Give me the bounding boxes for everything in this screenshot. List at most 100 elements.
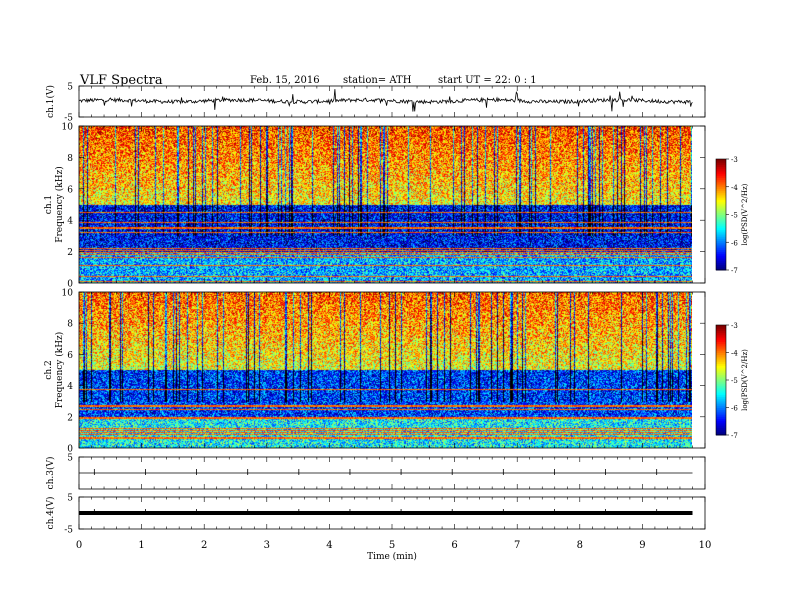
y-tick-label: 5 [67, 454, 73, 464]
colorbar-segment [716, 168, 726, 171]
x-tick-label: 10 [699, 540, 712, 551]
colorbar-segment [716, 394, 726, 397]
colorbar-segment [716, 387, 726, 390]
ch1-spectrogram-image [79, 126, 692, 283]
y-tick-label: 4 [67, 217, 73, 227]
colorbar-tick-label: -5 [731, 377, 738, 385]
colorbar-tick-label: -6 [731, 239, 738, 247]
colorbar-segment [716, 337, 726, 341]
colorbar-segment [716, 184, 726, 188]
date-label: Feb. 15, 2016 [250, 75, 320, 86]
colorbar-segment [716, 422, 726, 425]
colorbar-segment [716, 359, 726, 363]
y-tick-label: 8 [67, 154, 73, 164]
colorbar-tick-label: -4 [731, 184, 738, 192]
colorbar-segment [716, 190, 726, 193]
colorbar-tick-label: -4 [731, 350, 738, 358]
x-tick-label: 1 [138, 540, 144, 551]
colorbar-segment [716, 216, 726, 219]
colorbar-segment [716, 383, 726, 386]
colorbar-segment [716, 334, 726, 337]
x-tick-label: 8 [577, 540, 583, 551]
colorbar-label: log(PSD(V^2/Hz) [741, 183, 749, 245]
colorbar-segment [716, 264, 726, 267]
colorbar-segment [716, 363, 726, 366]
colorbar-segment [716, 251, 726, 254]
colorbar-segment [716, 225, 726, 228]
y-tick-label: 0 [67, 280, 73, 290]
ch1-spectrogram [79, 126, 692, 283]
colorbar-segment [716, 170, 726, 173]
ch4-trace-spikes [93, 509, 658, 515]
ch3-trace-spikes [93, 469, 658, 475]
y-tick-label: 2 [67, 413, 73, 423]
colorbar-segment [716, 159, 726, 162]
colorbar-segment [716, 350, 726, 353]
colorbar-segment [716, 425, 726, 429]
colorbar-segment [716, 208, 726, 212]
colorbar-tick-label: -3 [731, 156, 738, 164]
colorbar-segment [716, 260, 726, 264]
colorbar-segment [716, 367, 726, 370]
colorbar-segment [716, 160, 726, 164]
x-tick-label: 3 [264, 540, 270, 551]
y-tick-label: 4 [67, 382, 73, 392]
colorbar-segment [716, 343, 726, 346]
colorbar-tick-label: -3 [731, 322, 738, 330]
colorbar-segment [716, 266, 726, 269]
colorbar-segment [716, 414, 726, 418]
chart-title: VLF Spectra [80, 73, 163, 88]
colorbar-segment [716, 212, 726, 215]
colorbar-segment [716, 258, 726, 262]
colorbar-segment [716, 257, 726, 260]
colorbar-tick-label: -7 [731, 432, 738, 440]
colorbar-segment [716, 231, 726, 234]
ch2-spectrogram-image [79, 292, 692, 448]
colorbar-segment [716, 376, 726, 379]
x-axis-label: Time (min) [367, 551, 417, 562]
y-tick-label: 6 [67, 351, 73, 361]
y-axis-label: Frequency (kHz) [54, 332, 65, 409]
colorbar-segment [716, 229, 726, 232]
colorbar-segment [716, 400, 726, 403]
start-time-label: start UT = 22: 0 : 1 [438, 75, 537, 86]
colorbar-segment [716, 242, 726, 245]
colorbar-segment [716, 407, 726, 410]
colorbar-segment [716, 179, 726, 182]
station-label: station= ATH [343, 75, 412, 86]
colorbar-segment [716, 196, 726, 199]
colorbar-segment [716, 385, 726, 388]
x-tick-label: 9 [639, 540, 645, 551]
ch2-spectrogram [79, 292, 692, 448]
colorbar-segment [716, 358, 726, 361]
colorbar-segment [716, 244, 726, 247]
colorbar-segment [716, 413, 726, 416]
y-tick-label: 0 [67, 445, 73, 455]
colorbar-segment [716, 325, 726, 328]
colorbar-segment [716, 227, 726, 230]
colorbar-segment [716, 416, 726, 419]
colorbar-segment [716, 194, 726, 197]
y-axis-label: Frequency (kHz) [54, 166, 65, 243]
colorbar-segment [716, 210, 726, 214]
colorbar-segment [716, 429, 726, 432]
colorbar-segment [716, 175, 726, 178]
colorbar-segment [716, 173, 726, 177]
y-axis-label: ch.1(V) [45, 85, 56, 118]
colorbar-segment [716, 396, 726, 399]
colorbar-segment [716, 181, 726, 184]
y-tick-label: 2 [67, 248, 73, 258]
colorbar-segment [716, 207, 726, 210]
y-tick-label: 10 [62, 289, 74, 299]
colorbar-segment [716, 171, 726, 175]
colorbar-segment [716, 186, 726, 190]
colorbar-segment [716, 214, 726, 217]
colorbar-segment [716, 398, 726, 401]
colorbar-segment [716, 255, 726, 258]
colorbar-segment [716, 411, 726, 414]
colorbar-segment [716, 420, 726, 423]
colorbar-segment [716, 345, 726, 348]
colorbar-segment [716, 234, 726, 238]
colorbar-tick-label: -5 [731, 212, 738, 220]
